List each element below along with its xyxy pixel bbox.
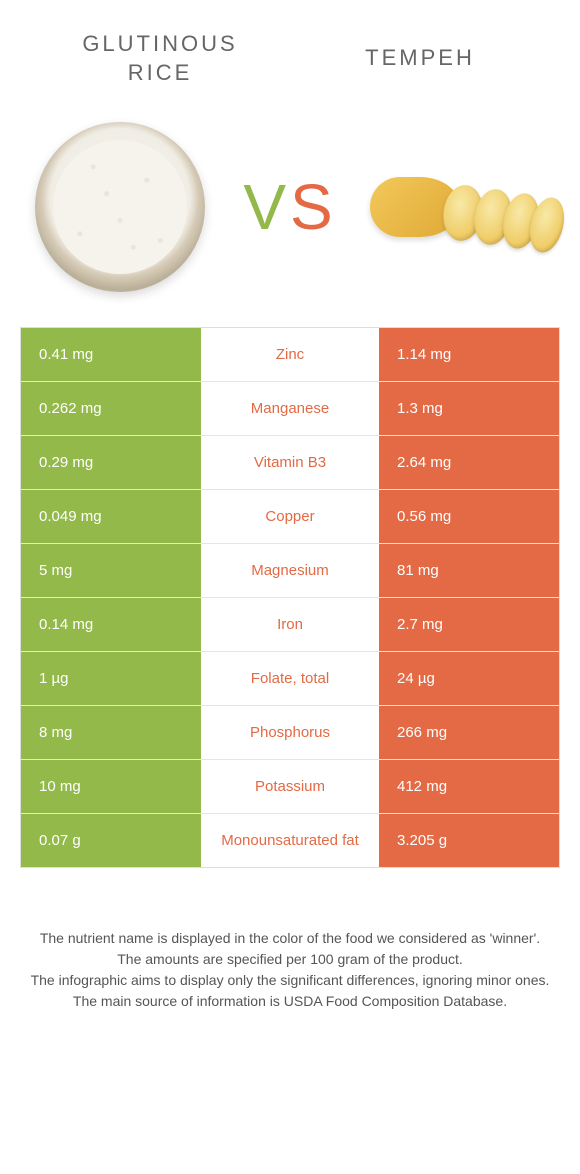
left-value: 0.049 mg	[21, 490, 201, 543]
nutrient-table: 0.41 mgZinc1.14 mg0.262 mgManganese1.3 m…	[20, 327, 560, 868]
right-value: 266 mg	[379, 706, 559, 759]
left-value: 0.07 g	[21, 814, 201, 867]
right-value: 2.64 mg	[379, 436, 559, 489]
rice-bowl-icon	[35, 122, 205, 292]
footer-line: The nutrient name is displayed in the co…	[20, 928, 560, 949]
nutrient-name: Phosphorus	[201, 706, 379, 759]
left-value: 0.14 mg	[21, 598, 201, 651]
right-value: 2.7 mg	[379, 598, 559, 651]
table-row: 0.41 mgZinc1.14 mg	[21, 328, 559, 382]
nutrient-name: Iron	[201, 598, 379, 651]
left-value: 0.29 mg	[21, 436, 201, 489]
nutrient-name: Folate, total	[201, 652, 379, 705]
nutrient-name: Zinc	[201, 328, 379, 381]
right-value: 412 mg	[379, 760, 559, 813]
left-value: 10 mg	[21, 760, 201, 813]
right-food-image	[370, 117, 550, 297]
nutrient-name: Potassium	[201, 760, 379, 813]
table-row: 0.29 mgVitamin B32.64 mg	[21, 436, 559, 490]
left-value: 5 mg	[21, 544, 201, 597]
right-value: 24 µg	[379, 652, 559, 705]
nutrient-name: Copper	[201, 490, 379, 543]
vs-v: V	[243, 171, 290, 243]
nutrient-name: Magnesium	[201, 544, 379, 597]
right-value: 81 mg	[379, 544, 559, 597]
footer-line: The main source of information is USDA F…	[20, 991, 560, 1012]
left-food-image	[30, 117, 210, 297]
right-value: 3.205 g	[379, 814, 559, 867]
left-food-title: GLUTINOUS RICE	[60, 30, 260, 87]
left-value: 1 µg	[21, 652, 201, 705]
table-row: 1 µgFolate, total24 µg	[21, 652, 559, 706]
table-row: 0.049 mgCopper0.56 mg	[21, 490, 559, 544]
table-row: 0.262 mgManganese1.3 mg	[21, 382, 559, 436]
footer-line: The infographic aims to display only the…	[20, 970, 560, 991]
nutrient-name: Monounsaturated fat	[201, 814, 379, 867]
right-value: 0.56 mg	[379, 490, 559, 543]
table-row: 8 mgPhosphorus266 mg	[21, 706, 559, 760]
nutrient-name: Vitamin B3	[201, 436, 379, 489]
right-value: 1.14 mg	[379, 328, 559, 381]
right-value: 1.3 mg	[379, 382, 559, 435]
table-row: 0.07 gMonounsaturated fat3.205 g	[21, 814, 559, 867]
footer-line: The amounts are specified per 100 gram o…	[20, 949, 560, 970]
table-row: 10 mgPotassium412 mg	[21, 760, 559, 814]
left-value: 0.262 mg	[21, 382, 201, 435]
nutrient-name: Manganese	[201, 382, 379, 435]
table-row: 5 mgMagnesium81 mg	[21, 544, 559, 598]
left-value: 0.41 mg	[21, 328, 201, 381]
vs-label: VS	[243, 170, 336, 244]
header: GLUTINOUS RICE TEMPEH	[0, 0, 580, 97]
table-row: 0.14 mgIron2.7 mg	[21, 598, 559, 652]
right-food-title: TEMPEH	[320, 30, 520, 87]
tempeh-icon	[370, 157, 550, 257]
vs-row: VS	[0, 97, 580, 327]
left-value: 8 mg	[21, 706, 201, 759]
vs-s: S	[290, 171, 337, 243]
footer-notes: The nutrient name is displayed in the co…	[20, 928, 560, 1012]
